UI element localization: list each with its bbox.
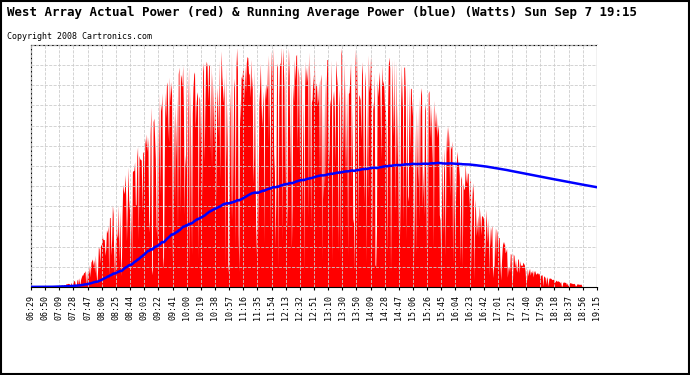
Text: West Array Actual Power (red) & Running Average Power (blue) (Watts) Sun Sep 7 1: West Array Actual Power (red) & Running … bbox=[7, 6, 637, 19]
Text: Copyright 2008 Cartronics.com: Copyright 2008 Cartronics.com bbox=[7, 32, 152, 41]
